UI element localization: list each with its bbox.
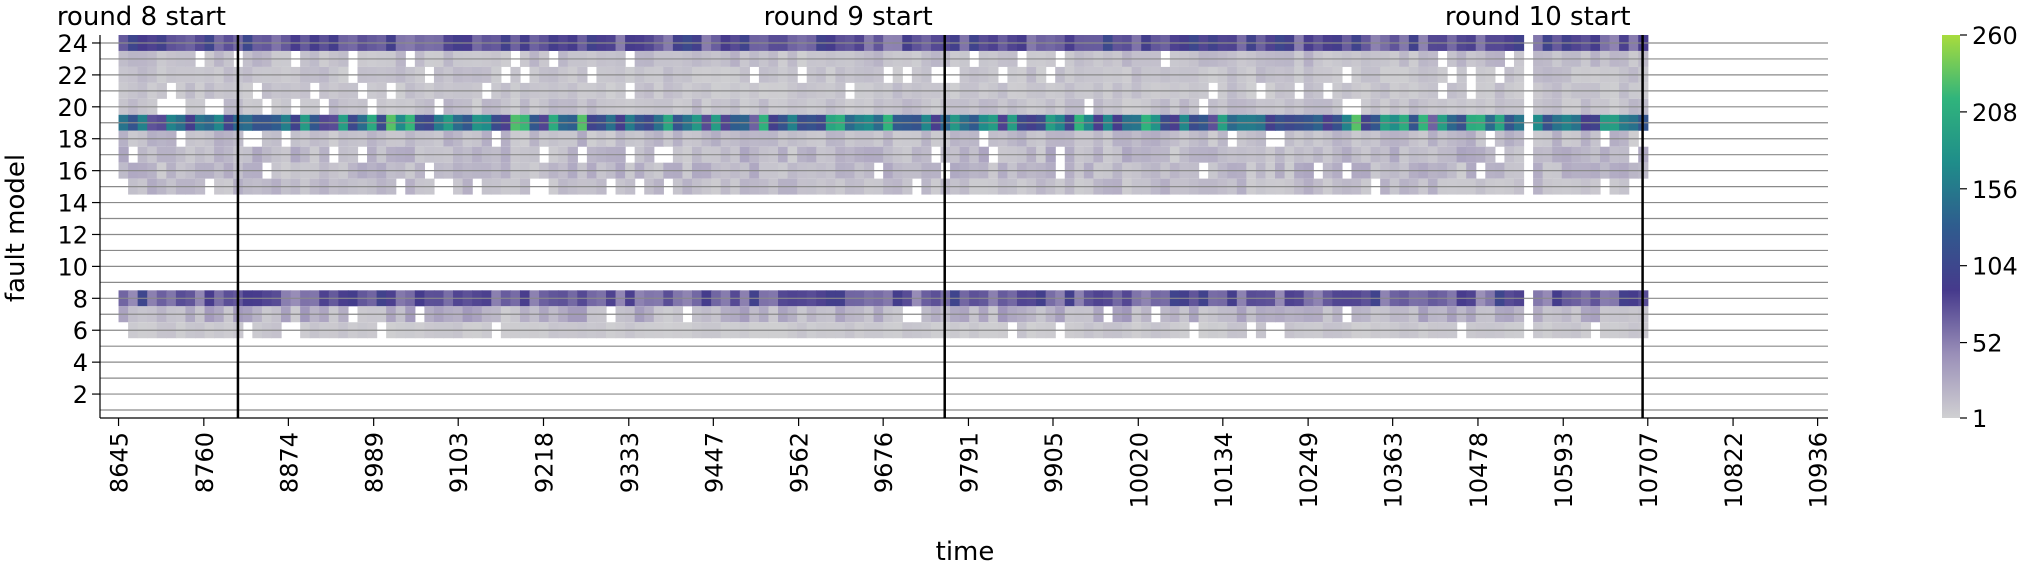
- y-tick-label: 20: [57, 94, 88, 122]
- x-tick-label: 10822: [1720, 432, 1748, 508]
- colorbar-tick-label: 104: [1972, 253, 2018, 281]
- y-tick-label: 4: [73, 349, 88, 377]
- x-tick-label: 9447: [700, 432, 728, 493]
- x-tick-label: 9562: [786, 432, 814, 493]
- x-tick-label: 9905: [1040, 432, 1068, 493]
- y-tick-label: 8: [73, 285, 88, 313]
- x-tick-label: 10707: [1635, 432, 1663, 508]
- colorbar-gradient: [1942, 35, 1960, 418]
- round-marker-label: round 10 start: [1445, 2, 1631, 32]
- x-tick-label: 9103: [445, 432, 473, 493]
- y-tick-label: 6: [73, 317, 88, 345]
- round-markers: round 8 start round 9 start round 10 start: [57, 2, 1644, 418]
- x-tick-label: 8989: [361, 432, 389, 493]
- x-axis-label: time: [936, 537, 995, 567]
- x-tick-label: 10478: [1465, 432, 1493, 508]
- axes: 8645 8760 8874 8989 9103 9218 9333 9447 9562 9676…: [57, 30, 1832, 508]
- colorbar-tick-label: 156: [1972, 176, 2018, 204]
- x-tick-label: 10249: [1295, 432, 1323, 508]
- x-tick-label: 10936: [1805, 432, 1833, 508]
- y-tick-label: 18: [57, 126, 88, 154]
- row-separators: [100, 42, 1828, 411]
- y-tick-label: 12: [57, 221, 88, 249]
- x-tick-label: 10020: [1125, 432, 1153, 508]
- x-tick-label: 9791: [955, 432, 983, 493]
- x-tick-label: 8645: [106, 432, 134, 493]
- y-tick-label: 2: [73, 381, 88, 409]
- y-tick-label: 14: [57, 190, 88, 218]
- round-marker-label: round 9 start: [764, 2, 933, 32]
- colorbar: 1 52 104 156 208 260: [1942, 22, 2018, 433]
- round-marker-label: round 8 start: [57, 2, 226, 32]
- colorbar-tick-label: 260: [1972, 22, 2018, 50]
- y-axis-label: fault model: [1, 154, 31, 302]
- x-tick-label: 8874: [275, 432, 303, 493]
- y-tick-label: 22: [57, 62, 88, 90]
- x-tick-label: 8760: [191, 432, 219, 493]
- y-tick-label: 24: [57, 30, 88, 58]
- x-tick-label: 10134: [1210, 432, 1238, 508]
- x-tick-label: 9676: [870, 432, 898, 493]
- x-tick-label: 10363: [1380, 432, 1408, 508]
- y-tick-label: 10: [57, 253, 88, 281]
- x-tick-label: 9333: [616, 432, 644, 493]
- colorbar-tick-label: 208: [1972, 99, 2018, 127]
- x-tick-label: 10593: [1550, 432, 1578, 508]
- y-tick-label: 16: [57, 158, 88, 186]
- colorbar-ticks: 1 52 104 156 208 260: [1960, 22, 2018, 433]
- colorbar-tick-label: 52: [1972, 330, 2003, 358]
- colorbar-tick-label: 1: [1972, 405, 1987, 433]
- x-tick-label: 9218: [530, 432, 558, 493]
